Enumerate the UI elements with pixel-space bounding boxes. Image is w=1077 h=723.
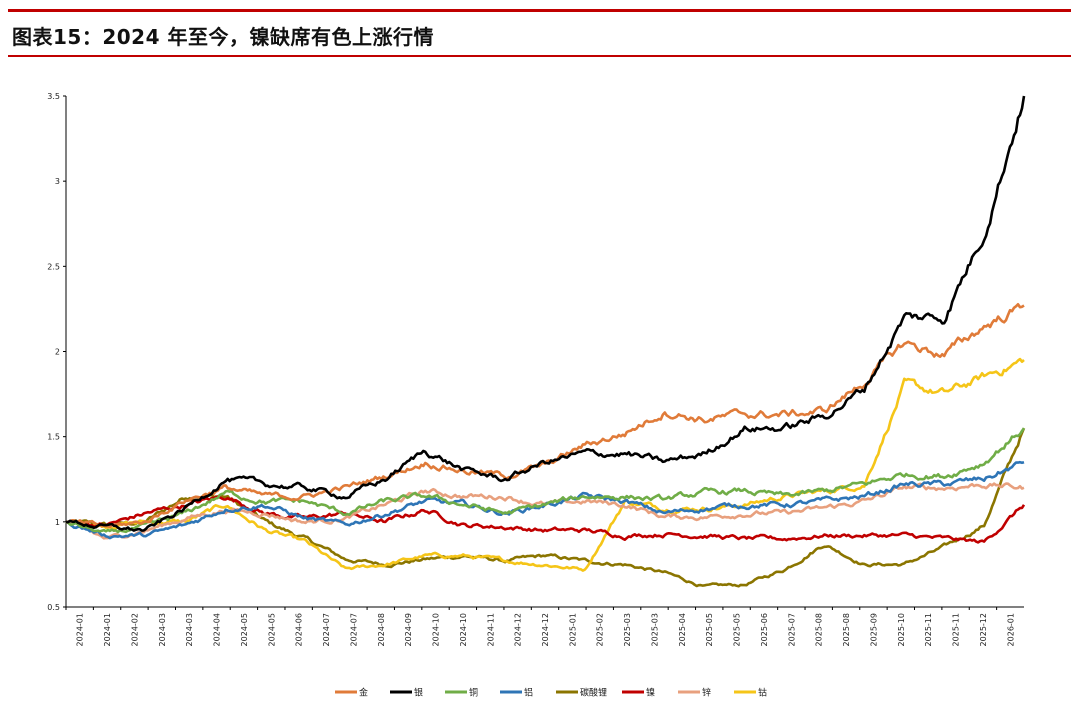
x-tick-label: 2024-08 (377, 613, 386, 646)
x-tick-label: 2025-05 (733, 613, 742, 646)
x-tick-label: 2025-11 (924, 613, 933, 646)
x-tick-label: 2024-05 (267, 613, 276, 646)
y-tick-label: 1.5 (47, 433, 60, 442)
x-tick-label: 2025-10 (897, 613, 906, 646)
x-tick-label: 2024-01 (103, 613, 112, 646)
y-tick-label: 3 (55, 177, 60, 186)
x-tick-label: 2025-08 (842, 613, 851, 646)
x-tick-label: 2024-12 (541, 613, 550, 646)
x-tick-label: 2025-07 (787, 613, 796, 646)
series-line-4 (65, 427, 1026, 588)
x-tick-label: 2024-07 (322, 613, 331, 646)
legend-label-1: 银 (414, 687, 423, 699)
legend-label-3: 铝 (524, 687, 533, 699)
chart-axes: 0.5 1 1.5 2 2.5 3 3.5 2024-01 2024-01 2024-02 2024… (47, 92, 1024, 646)
x-tick-label: 2025-11 (952, 613, 961, 646)
legend-label-4: 碳酸锂 (580, 687, 607, 699)
x-tick-label: 2024-04 (213, 613, 222, 646)
series-line-7 (65, 357, 1025, 572)
x-tick-label: 2025-08 (815, 613, 824, 646)
x-tick-label: 2024-09 (404, 613, 413, 646)
series-line-1 (65, 95, 1026, 532)
legend-label-5: 镍 (646, 687, 655, 699)
x-tick-label: 2025-04 (678, 613, 687, 646)
series-line-5 (65, 495, 1026, 544)
legend-label-6: 锌 (702, 687, 711, 699)
x-tick-label: 2024-02 (130, 613, 139, 646)
x-tick-label: 2025-02 (596, 613, 605, 646)
x-tick-label: 2024-03 (158, 613, 167, 646)
x-tick-label: 2024-01 (76, 613, 85, 646)
chart-title: 图表15：2024 年至今，镍缺席有色上涨行情 (12, 25, 434, 49)
x-tick-label: 2024-10 (459, 613, 468, 646)
chart-legend: 金 银 铜 铝 碳酸锂 镍 锌 钴 (335, 687, 767, 699)
series-line-2 (65, 427, 1026, 534)
legend-label-2: 铜 (469, 687, 478, 699)
x-tick-label: 2024-06 (295, 613, 304, 646)
chart-series-lines (65, 95, 1026, 588)
y-tick-label: 2.5 (47, 262, 60, 271)
x-tick-label: 2024-03 (185, 613, 194, 646)
y-tick-label: 0.5 (47, 603, 60, 612)
x-tick-label: 2025-01 (568, 613, 577, 646)
x-tick-label: 2025-12 (979, 613, 988, 646)
x-tick-label: 2025-03 (650, 613, 659, 646)
x-tick-label: 2026-01 (1006, 613, 1015, 646)
y-tick-label: 2 (55, 348, 60, 357)
x-tick-label: 2025-06 (760, 613, 769, 646)
x-tick-label: 2024-05 (240, 613, 249, 646)
x-tick-label: 2024-07 (349, 613, 358, 646)
y-tick-label: 3.5 (47, 92, 60, 101)
x-tick-label: 2024-11 (486, 613, 495, 646)
legend-label-7: 钴 (758, 687, 767, 699)
x-tick-label: 2024-12 (514, 613, 523, 646)
x-tick-label: 2025-05 (705, 613, 714, 646)
x-tick-label: 2024-10 (432, 613, 441, 646)
y-tick-label: 1 (55, 518, 60, 527)
x-tick-label: 2025-03 (623, 613, 632, 646)
legend-label-0: 金 (359, 687, 368, 699)
top-accent-rule (8, 9, 1071, 12)
x-tick-label: 2025-09 (869, 613, 878, 646)
title-underline-rule (8, 55, 1071, 57)
